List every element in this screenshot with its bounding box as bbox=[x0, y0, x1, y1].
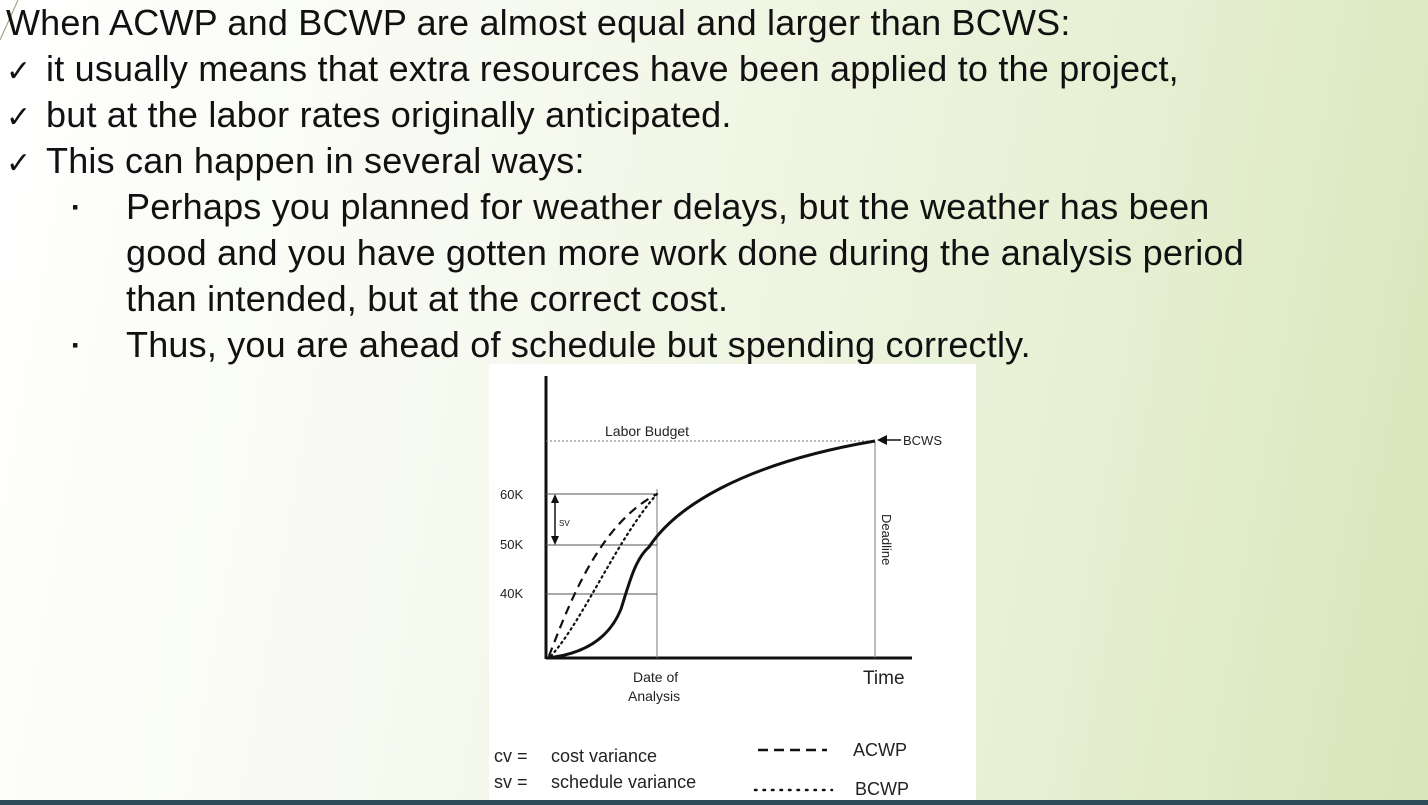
sv-arrow-up-head bbox=[551, 494, 559, 503]
legend-acwp-label: ACWP bbox=[853, 740, 907, 760]
deadline-label: Deadline bbox=[879, 514, 894, 565]
legend-sv-text: schedule variance bbox=[551, 772, 696, 792]
check-item-2: ✓ but at the labor rates originally antic… bbox=[6, 92, 732, 141]
legend-sv-abbr: sv = bbox=[494, 772, 528, 792]
earned-value-diagram: Labor Budget Deadline BCWS 60K 50K 40K S… bbox=[494, 376, 942, 799]
sub-bullet-2: ▪ Thus, you are ahead of schedule but spe… bbox=[72, 322, 1031, 368]
x-label-date-line1: Date of bbox=[633, 669, 678, 685]
bcws-curve bbox=[545, 439, 876, 660]
bcws-label: BCWS bbox=[903, 433, 942, 448]
check-item-text: but at the labor rates originally antici… bbox=[46, 94, 732, 135]
sub-bullet-1-continuation: than intended, but at the correct cost. bbox=[126, 278, 729, 319]
bcws-arrow-head bbox=[877, 435, 887, 445]
corner-decoration bbox=[0, 0, 19, 40]
check-item-1: ✓ it usually means that extra resources h… bbox=[6, 46, 1179, 95]
check-icon: ✓ bbox=[6, 100, 32, 135]
bottom-band bbox=[0, 800, 1428, 805]
sv-arrow-down-head bbox=[551, 536, 559, 545]
check-item-text: it usually means that extra resources ha… bbox=[46, 48, 1179, 89]
y-tick-60k: 60K bbox=[500, 487, 523, 502]
check-icon: ✓ bbox=[6, 54, 32, 89]
square-bullet-icon: ▪ bbox=[72, 197, 79, 217]
x-label-time: Time bbox=[863, 668, 905, 689]
sub-bullet-1: ▪ Perhaps you planned for weather delays,… bbox=[72, 184, 1210, 230]
legend-cv-abbr: cv = bbox=[494, 746, 528, 766]
sub-bullet-text: Perhaps you planned for weather delays, … bbox=[126, 186, 1210, 227]
x-label-date-line2: Analysis bbox=[628, 688, 680, 704]
check-item-text: This can happen in several ways: bbox=[46, 140, 585, 181]
bcwp-curve bbox=[549, 492, 659, 658]
acwp-curve bbox=[547, 493, 658, 657]
sub-bullet-1-continuation: good and you have gotten more work done … bbox=[126, 232, 1244, 273]
y-tick-40k: 40K bbox=[500, 586, 523, 601]
slide-heading: When ACWP and BCWP are almost equal and … bbox=[6, 2, 1071, 43]
legend-cv-text: cost variance bbox=[551, 746, 657, 766]
legend-bcwp-label: BCWP bbox=[855, 779, 909, 799]
check-item-3: ✓ This can happen in several ways: bbox=[6, 138, 585, 187]
sub-bullet-text: Thus, you are ahead of schedule but spen… bbox=[126, 324, 1031, 365]
square-bullet-icon: ▪ bbox=[72, 335, 79, 355]
earned-value-figure: Labor Budget Deadline BCWS 60K 50K 40K S… bbox=[489, 364, 976, 805]
check-icon: ✓ bbox=[6, 146, 32, 181]
labor-budget-label: Labor Budget bbox=[605, 423, 689, 439]
sv-label: SV bbox=[559, 519, 570, 528]
y-tick-50k: 50K bbox=[500, 537, 523, 552]
